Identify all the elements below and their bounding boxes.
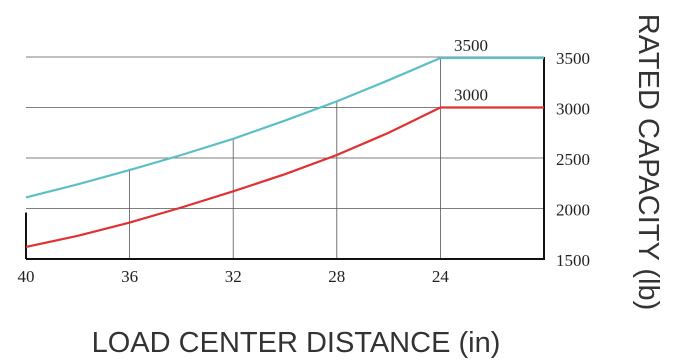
x-axis-title: LOAD CENTER DISTANCE (in) <box>92 327 501 359</box>
x-tick-label: 24 <box>432 267 450 286</box>
x-tick-label: 32 <box>225 267 242 286</box>
series-line <box>25 106 544 248</box>
x-tick-label: 40 <box>18 267 35 286</box>
series-label: 3000 <box>454 86 488 105</box>
labels: 3500 3000 40 36 32 28 24 3500 3000 2500 2000 1500 <box>18 36 591 286</box>
axes <box>25 57 545 260</box>
x-tick-label: 36 <box>121 267 138 286</box>
series-label: 3500 <box>454 36 488 55</box>
y-tick-label: 2500 <box>556 150 590 169</box>
y-tick-label: 2000 <box>556 201 590 220</box>
y-tick-label: 1500 <box>556 251 590 270</box>
series-line <box>25 56 544 199</box>
x-tick-label: 28 <box>328 267 345 286</box>
y-tick-label: 3500 <box>556 49 590 68</box>
y-tick-label: 3000 <box>556 100 590 119</box>
series-lines <box>25 56 544 248</box>
y-axis-title: RATED CAPACITY (lb) <box>632 14 664 311</box>
